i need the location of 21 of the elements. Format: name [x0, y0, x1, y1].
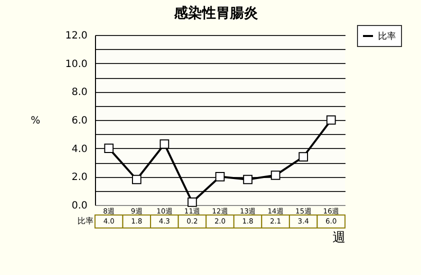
y-tick-label: 10.0	[65, 58, 88, 70]
point	[188, 197, 197, 207]
y-tick-label: 6.0	[72, 116, 88, 126]
point	[298, 152, 308, 162]
legend-label: 比率	[378, 31, 396, 42]
point	[243, 174, 252, 184]
point	[326, 115, 336, 125]
x-axis-title: 週	[332, 230, 346, 246]
y-tick-label: 12.0	[65, 30, 88, 42]
y-axis-title: %	[30, 116, 40, 126]
point	[215, 172, 225, 182]
y-tick-label: 2.0	[72, 172, 88, 184]
point	[132, 174, 142, 184]
y-tick-label: 0.0	[72, 200, 88, 212]
text: 比率	[78, 216, 94, 226]
point	[104, 144, 114, 154]
point	[160, 139, 170, 149]
y-tick-label: 8.0	[72, 87, 88, 98]
chart-title: 感染性胃腸炎	[172, 4, 258, 22]
y-tick-label: 4.0	[72, 144, 88, 155]
point	[270, 170, 280, 180]
